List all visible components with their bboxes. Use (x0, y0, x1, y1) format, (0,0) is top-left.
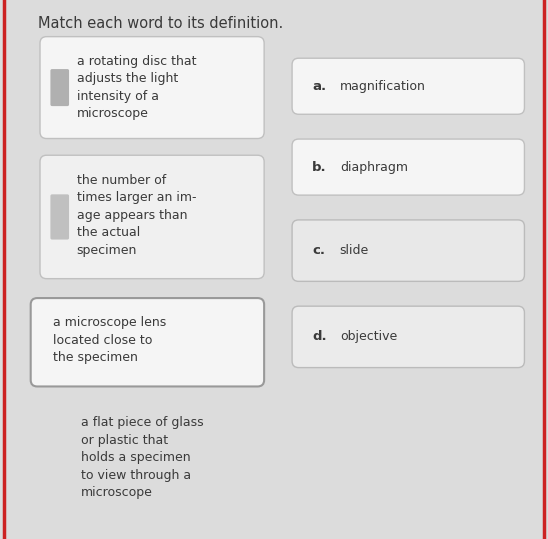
Text: slide: slide (340, 244, 369, 257)
Text: c.: c. (312, 244, 326, 257)
FancyBboxPatch shape (292, 58, 524, 114)
Text: a rotating disc that
adjusts the light
intensity of a
microscope: a rotating disc that adjusts the light i… (77, 55, 196, 121)
Text: a flat piece of glass
or plastic that
holds a specimen
to view through a
microsc: a flat piece of glass or plastic that ho… (81, 416, 204, 499)
Text: Match each word to its definition.: Match each word to its definition. (38, 16, 284, 31)
Text: the number of
times larger an im-
age appears than
the actual
specimen: the number of times larger an im- age ap… (77, 174, 196, 257)
FancyBboxPatch shape (50, 69, 69, 106)
Text: b.: b. (312, 161, 327, 174)
Text: d.: d. (312, 330, 327, 343)
FancyBboxPatch shape (40, 37, 264, 139)
Text: objective: objective (340, 330, 397, 343)
Text: a microscope lens
located close to
the specimen: a microscope lens located close to the s… (53, 316, 166, 364)
FancyBboxPatch shape (292, 139, 524, 195)
FancyBboxPatch shape (40, 155, 264, 279)
Text: diaphragm: diaphragm (340, 161, 408, 174)
FancyBboxPatch shape (292, 306, 524, 368)
Text: a.: a. (312, 80, 327, 93)
FancyBboxPatch shape (292, 220, 524, 281)
FancyBboxPatch shape (31, 298, 264, 386)
Text: magnification: magnification (340, 80, 426, 93)
FancyBboxPatch shape (50, 195, 69, 239)
